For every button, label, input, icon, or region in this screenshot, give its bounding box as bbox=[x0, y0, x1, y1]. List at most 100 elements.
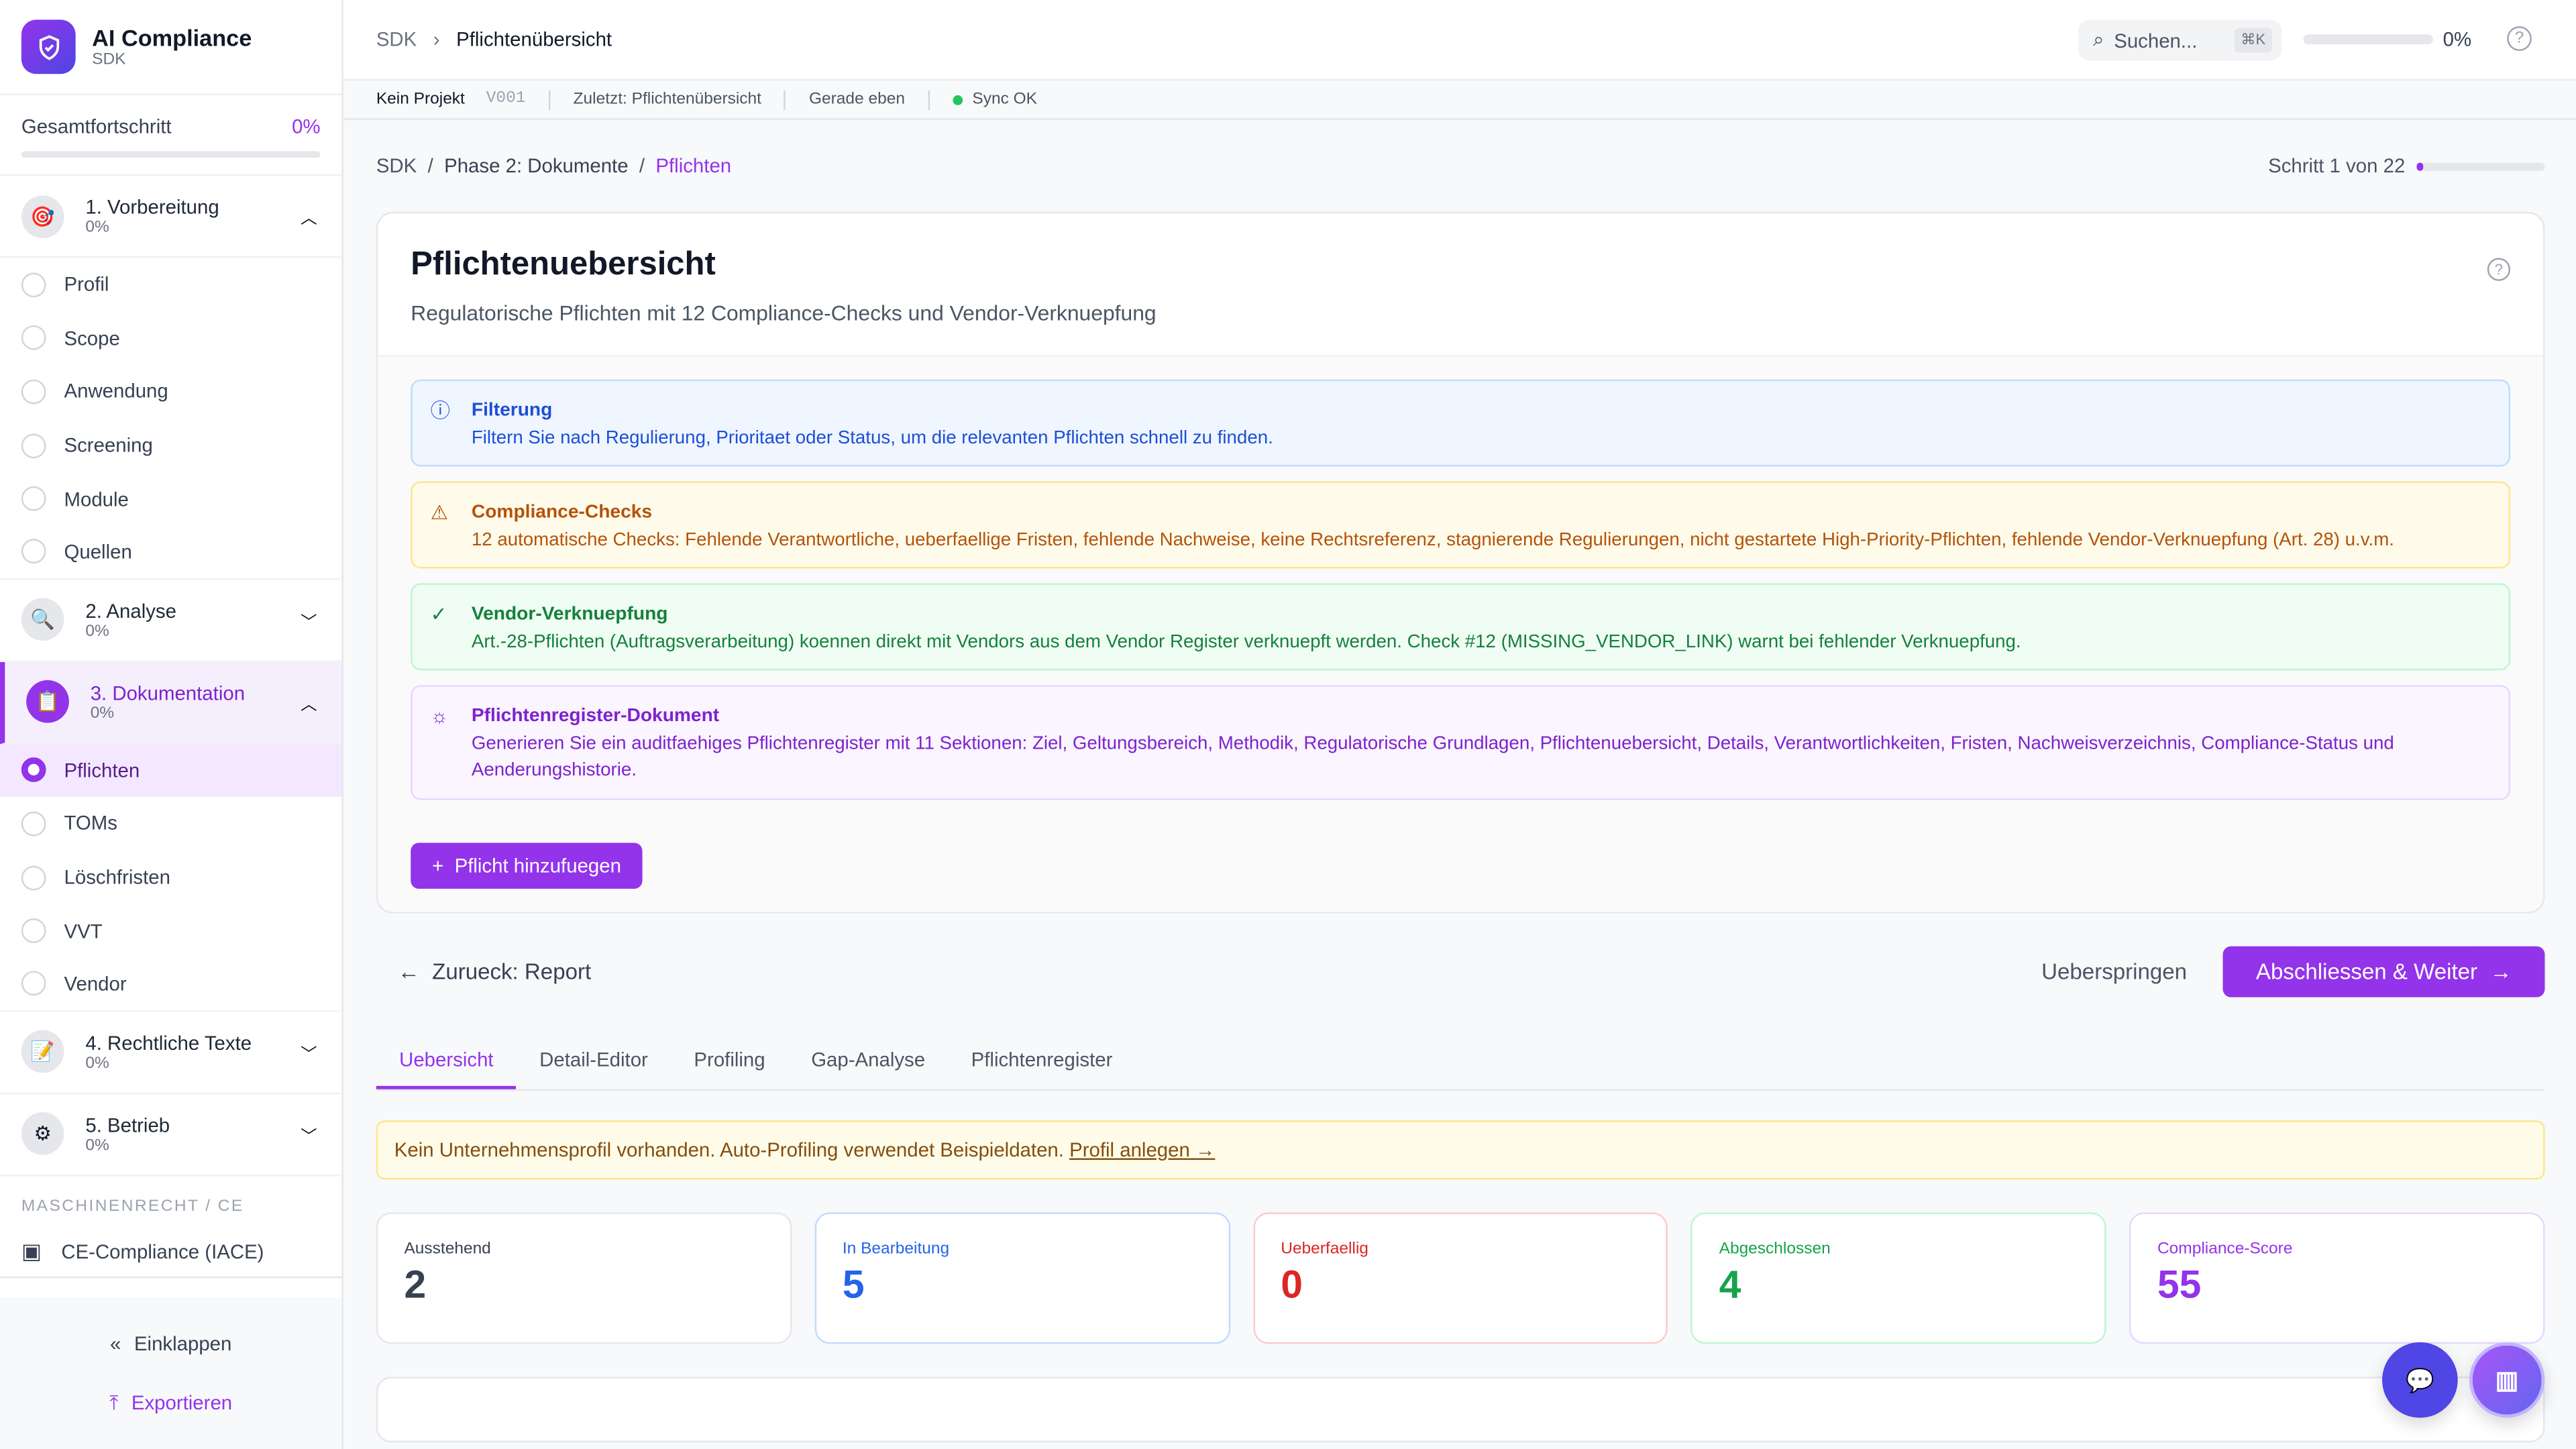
stat-label: Compliance-Score bbox=[2157, 1239, 2293, 1258]
warning-text: Kein Unternehmensprofil vorhanden. Auto-… bbox=[394, 1137, 1064, 1161]
phase-dokumentation[interactable]: 📋 3. Dokumentation 0% ︿ bbox=[0, 661, 342, 744]
phase-pct: 0% bbox=[85, 622, 109, 641]
phase-title: 2. Analyse bbox=[85, 598, 176, 623]
crumb-current: Pflichtenübersicht bbox=[456, 28, 612, 51]
tab-uebersicht[interactable]: Uebersicht bbox=[376, 1034, 517, 1089]
phase-pct: 0% bbox=[85, 1136, 109, 1155]
tab-detail-editor[interactable]: Detail-Editor bbox=[539, 1047, 648, 1071]
step-anwendung[interactable]: Anwendung bbox=[0, 365, 341, 419]
phase-pct: 0% bbox=[85, 1054, 109, 1073]
step-vvt[interactable]: VVT bbox=[0, 904, 341, 958]
stat-label: Ueberfaellig bbox=[1281, 1239, 1368, 1258]
step-module[interactable]: Module bbox=[0, 472, 341, 526]
radio-icon bbox=[21, 865, 46, 890]
crumb-sdk[interactable]: SDK bbox=[376, 154, 417, 178]
chevron-up-icon[interactable]: ︿ bbox=[301, 696, 317, 714]
ce-compliance-link[interactable]: ▣ CE-Compliance (IACE) bbox=[0, 1228, 342, 1278]
radio-icon bbox=[21, 325, 46, 351]
shortcut-badge: ⌘K bbox=[2234, 28, 2272, 53]
export-button[interactable]: ⤒ Exportieren bbox=[0, 1373, 341, 1432]
stat-ueberfaellig: Ueberfaellig 0 bbox=[1252, 1212, 1668, 1344]
tab-profiling[interactable]: Profiling bbox=[694, 1047, 765, 1071]
phase-analyse[interactable]: 🔍 2. Analyse 0% ﹀ bbox=[0, 579, 342, 661]
tab-bar: Uebersicht Detail-Editor Profiling Gap-A… bbox=[376, 1034, 2545, 1090]
search-input[interactable]: ⌕ Suchen... ⌘K bbox=[2078, 19, 2282, 61]
sidebar-footer: « Einklappen ⤒ Exportieren bbox=[0, 1297, 342, 1449]
tab-pflichtenregister[interactable]: Pflichtenregister bbox=[971, 1047, 1113, 1071]
chip-icon: ▣ bbox=[21, 1238, 42, 1264]
step-label: Scope bbox=[64, 327, 120, 350]
brand: AI Compliance SDK bbox=[0, 0, 342, 96]
alert-title: Filterung bbox=[471, 400, 553, 421]
alert-text: 12 automatische Checks: Fehlende Verantw… bbox=[471, 529, 2394, 550]
crumb-phase[interactable]: Phase 2: Dokumente bbox=[444, 154, 629, 178]
help-icon[interactable]: ? bbox=[2487, 258, 2511, 281]
add-obligation-button[interactable]: + Pflicht hinzufuegen bbox=[411, 842, 643, 888]
alert-compliance-checks: ⚠ Compliance-Checks 12 automatische Checks… bbox=[411, 481, 2511, 569]
chevron-down-icon[interactable]: ﹀ bbox=[301, 1045, 317, 1064]
step-progress-bar bbox=[2416, 162, 2545, 170]
radio-icon bbox=[21, 379, 46, 405]
step-label: Screening bbox=[64, 433, 153, 458]
phase-vorbereitung[interactable]: 🎯 1. Vorbereitung 0% ︿ bbox=[0, 176, 342, 258]
chat-button[interactable]: 💬 bbox=[2382, 1342, 2458, 1418]
panel-button[interactable]: ▥ bbox=[2469, 1342, 2545, 1418]
step-profil[interactable]: Profil bbox=[0, 258, 341, 311]
step-label: Quellen bbox=[64, 540, 132, 564]
step-quellen[interactable]: Quellen bbox=[0, 526, 342, 580]
chevron-down-icon[interactable]: ﹀ bbox=[301, 1128, 317, 1146]
phase-title: 3. Dokumentation bbox=[90, 681, 246, 704]
magnifier-icon: 🔍 bbox=[21, 598, 64, 641]
divider bbox=[784, 89, 786, 109]
collapse-button[interactable]: « Einklappen bbox=[0, 1314, 341, 1373]
warning-icon: ⚠ bbox=[430, 500, 449, 525]
list-card bbox=[376, 1376, 2545, 1442]
progress-value: 0% bbox=[292, 115, 321, 138]
arrow-right-icon: → bbox=[2489, 959, 2512, 984]
step-pflichten[interactable]: Pflichten bbox=[0, 743, 342, 798]
double-chevron-left-icon: « bbox=[109, 1332, 121, 1356]
phase-title: 1. Vorbereitung bbox=[85, 195, 219, 219]
stat-value: 4 bbox=[1719, 1263, 1741, 1307]
back-label: Zurueck: Report bbox=[432, 959, 592, 984]
crumb-root[interactable]: SDK bbox=[376, 28, 417, 51]
arrow-left-icon: ← bbox=[397, 959, 420, 984]
radio-icon bbox=[21, 272, 46, 297]
next-label: Abschliessen & Weiter bbox=[2255, 959, 2478, 984]
step-toms[interactable]: TOMs bbox=[0, 797, 341, 851]
gear-icon: ⚙ bbox=[21, 1112, 64, 1155]
main-content: SDK / Phase 2: Dokumente / Pflichten Sch… bbox=[376, 120, 2545, 1442]
overall-progress: Gesamtfortschritt 0% bbox=[0, 95, 342, 176]
clipboard-icon: 📋 bbox=[26, 680, 69, 723]
help-icon[interactable]: ? bbox=[2507, 26, 2532, 51]
tab-gap-analyse[interactable]: Gap-Analyse bbox=[811, 1047, 926, 1071]
lightbulb-icon: ☼ bbox=[430, 704, 449, 728]
shield-check-icon bbox=[21, 19, 76, 74]
step-scope[interactable]: Scope bbox=[0, 311, 341, 365]
chevron-up-icon[interactable]: ︿ bbox=[301, 210, 317, 229]
skip-button[interactable]: Ueberspringen bbox=[2041, 959, 2188, 984]
create-profile-link[interactable]: Profil anlegen → bbox=[1069, 1137, 1216, 1161]
radio-selected-icon bbox=[21, 757, 46, 783]
step-label: Löschfristen bbox=[64, 865, 170, 890]
upload-icon: ⤒ bbox=[109, 1391, 119, 1414]
profile-warning: Kein Unternehmensprofil vorhanden. Auto-… bbox=[376, 1119, 2545, 1179]
stat-value: 55 bbox=[2157, 1263, 2202, 1307]
phase-betrieb[interactable]: ⚙ 5. Betrieb 0% ﹀ bbox=[0, 1093, 342, 1176]
radio-icon bbox=[21, 811, 46, 837]
phase-rechtliche-texte[interactable]: 📝 4. Rechtliche Texte 0% ﹀ bbox=[0, 1011, 342, 1093]
alert-register: ☼ Pflichtenregister-Dokument Generieren Si… bbox=[411, 685, 2511, 800]
alert-title: Compliance-Checks bbox=[471, 502, 653, 523]
sync-status: Sync OK bbox=[972, 90, 1038, 109]
stat-compliance-score: Compliance-Score 55 bbox=[2129, 1212, 2545, 1344]
back-button[interactable]: ← Zurueck: Report bbox=[376, 959, 592, 984]
phase-pct: 0% bbox=[85, 218, 109, 237]
step-vendor[interactable]: Vendor bbox=[0, 958, 342, 1012]
step-screening[interactable]: Screening bbox=[0, 419, 341, 472]
step-loeschfristen[interactable]: Löschfristen bbox=[0, 851, 341, 904]
ce-label: CE-Compliance (IACE) bbox=[61, 1240, 264, 1264]
next-button[interactable]: Abschliessen & Weiter → bbox=[2222, 946, 2545, 998]
check-circle-icon: ✓ bbox=[430, 602, 447, 627]
chat-icon: 💬 bbox=[2406, 1366, 2434, 1393]
chevron-down-icon[interactable]: ﹀ bbox=[301, 613, 317, 632]
